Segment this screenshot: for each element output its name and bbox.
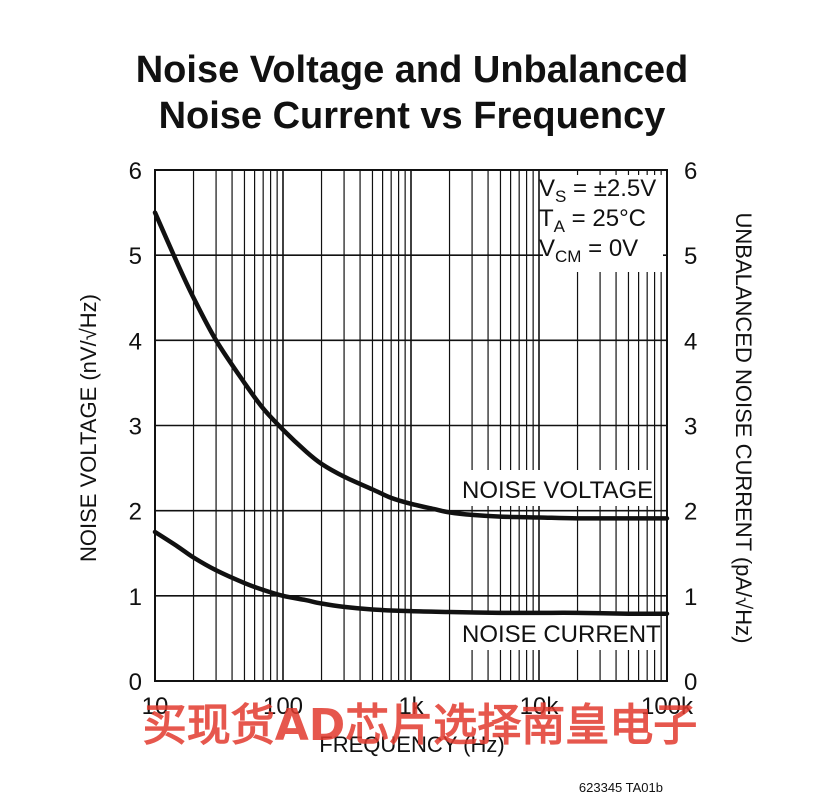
noise-voltage-label: NOISE VOLTAGE — [462, 477, 653, 504]
y-tick-label-left: 0 — [129, 669, 142, 696]
figure-id: 623345 TA01b — [579, 780, 663, 795]
y-tick-label-left: 5 — [129, 243, 142, 270]
y-tick-label-right: 5 — [684, 243, 697, 270]
noise-voltage-label-background — [453, 470, 648, 506]
condition-vcm: VCM = 0V — [539, 235, 638, 266]
y-tick-label-right: 3 — [684, 414, 697, 441]
x-tick-label: 100k — [641, 693, 694, 720]
y-tick-label-left: 6 — [129, 158, 142, 185]
y-tick-label-left: 1 — [129, 584, 142, 611]
x-tick-label: 100 — [263, 693, 303, 720]
x-tick-label: 1k — [398, 693, 424, 720]
y-tick-label-right: 0 — [684, 669, 697, 696]
y-axis-label-left: NOISE VOLTAGE (nV/√Hz) — [76, 294, 101, 562]
condition-vs: VS = ±2.5V — [539, 175, 656, 206]
y-tick-label-right: 2 — [684, 499, 697, 526]
plot-frame — [154, 169, 668, 682]
chart-title-line2: Noise Current vs Frequency — [159, 95, 666, 137]
noise-current-curve — [152, 529, 670, 617]
y-tick-label-right: 1 — [684, 584, 697, 611]
condition-ta: TA = 25°C — [539, 205, 646, 236]
x-tick-label: 10 — [142, 693, 169, 720]
chart-title-line1: Noise Voltage and Unbalanced — [136, 49, 689, 91]
x-tick-labels: 10 100 1k 10k 100k — [142, 693, 694, 720]
noise-voltage-curve — [152, 210, 670, 521]
y-tick-label-left: 4 — [129, 328, 142, 355]
y-tick-labels-left: 0 1 2 3 4 5 6 — [129, 158, 142, 696]
x-axis-label: FREQUENCY (Hz) — [319, 732, 504, 757]
watermark-text: 买现货AD芯片选择南皇电子 — [143, 700, 698, 751]
y-tick-label-right: 6 — [684, 158, 697, 185]
x-tick-label: 10k — [520, 693, 560, 720]
conditions-background — [543, 175, 663, 272]
y-tick-label-right: 4 — [684, 328, 697, 355]
y-tick-labels-right: 0 1 2 3 4 5 6 — [684, 158, 697, 696]
noise-current-label: NOISE CURRENT — [462, 621, 661, 648]
y-tick-label-left: 3 — [129, 414, 142, 441]
y-tick-label-left: 2 — [129, 499, 142, 526]
noise-current-label-background — [453, 614, 658, 650]
y-axis-label-right: UNBALANCED NOISE CURRENT (pA/√Hz) — [731, 213, 756, 644]
